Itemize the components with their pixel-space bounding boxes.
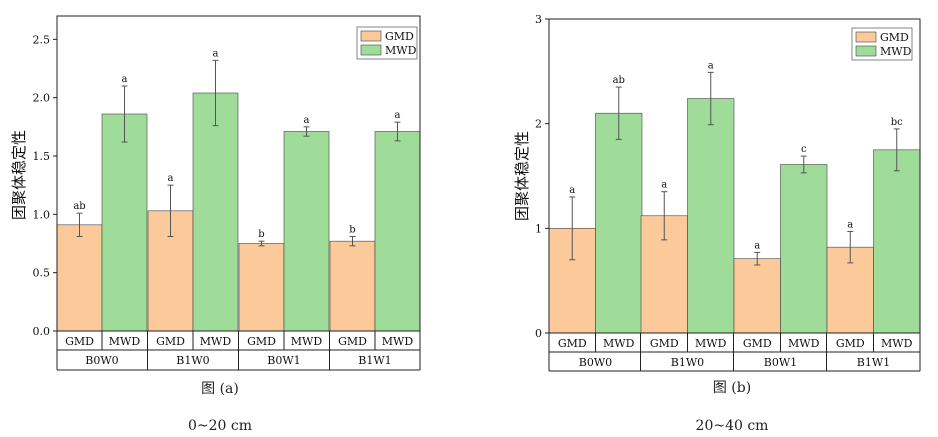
- significance-letter: a: [754, 240, 760, 251]
- bar-gmd-b0w1: [733, 258, 781, 334]
- bar-mwd-b0w0: [101, 113, 148, 332]
- y-tick-label: 1: [535, 222, 542, 235]
- legend-swatch-mwd: [360, 44, 382, 56]
- depth-caption-b: 20~40 cm: [695, 418, 769, 434]
- legend-swatch-mwd: [855, 45, 877, 57]
- sub-label-mwd: MWD: [291, 335, 323, 348]
- y-tick-label: 0: [535, 327, 542, 340]
- bar-mwd-b0w1: [283, 131, 330, 332]
- bar-mwd-b1w0: [192, 92, 239, 332]
- sub-label-mwd: MWD: [109, 335, 141, 348]
- sub-label-mwd: MWD: [382, 335, 414, 348]
- significance-letter: a: [847, 219, 853, 230]
- y-tick-label: 2.0: [33, 92, 51, 105]
- significance-letter: c: [801, 144, 807, 155]
- sub-label-gmd: GMD: [338, 335, 367, 348]
- significance-letter: a: [304, 115, 310, 126]
- y-tick-label: 2.5: [33, 33, 51, 46]
- significance-letter: ab: [613, 75, 625, 86]
- y-tick-label: 0.0: [33, 325, 51, 338]
- significance-letter: a: [708, 60, 714, 71]
- significance-letter: a: [213, 48, 219, 59]
- sub-label-gmd: GMD: [836, 337, 865, 350]
- sub-label-gmd: GMD: [65, 335, 94, 348]
- sub-label-gmd: GMD: [743, 337, 772, 350]
- legend-label-mwd: MWD: [385, 44, 417, 57]
- sub-label-gmd: GMD: [247, 335, 276, 348]
- significance-letter: ab: [73, 201, 85, 212]
- figure-caption-b: 图 (b): [712, 380, 752, 396]
- category-label-b0w1: B0W1: [764, 356, 797, 369]
- significance-letter: a: [395, 110, 401, 121]
- significance-letter: b: [258, 229, 264, 240]
- sub-label-gmd: GMD: [156, 335, 185, 348]
- significance-letter: a: [122, 74, 128, 85]
- y-tick-label: 3: [535, 13, 542, 26]
- y-tick-label: 1.5: [33, 150, 51, 163]
- significance-letter: a: [661, 180, 667, 191]
- bar-gmd-b1w1: [329, 240, 376, 332]
- sub-label-gmd: GMD: [558, 337, 587, 350]
- y-tick-label: 0.5: [33, 267, 51, 280]
- category-label-b1w1: B1W1: [857, 356, 890, 369]
- legend-swatch-gmd: [360, 30, 382, 42]
- y-axis-label: 团聚体稳定性: [513, 131, 531, 221]
- y-tick-label: 2: [535, 118, 542, 131]
- bar-mwd-b1w0: [687, 98, 735, 334]
- legend-label-gmd: GMD: [880, 31, 909, 44]
- legend-label-gmd: GMD: [385, 30, 414, 43]
- sub-label-mwd: MWD: [881, 337, 913, 350]
- bar-mwd-b1w1: [374, 131, 421, 332]
- category-label-b1w0: B1W0: [176, 354, 209, 367]
- legend-label-mwd: MWD: [880, 45, 912, 58]
- y-axis-label: 团聚体稳定性: [10, 130, 28, 220]
- sub-label-mwd: MWD: [603, 337, 635, 350]
- significance-letter: a: [168, 173, 174, 184]
- legend-swatch-gmd: [855, 31, 877, 43]
- sub-label-mwd: MWD: [200, 335, 232, 348]
- figure-caption-a: 图 (a): [201, 381, 239, 397]
- category-label-b0w1: B0W1: [267, 354, 300, 367]
- bar-gmd-b0w1: [238, 243, 285, 332]
- sub-label-mwd: MWD: [695, 337, 727, 350]
- depth-caption-a: 0~20 cm: [187, 418, 253, 434]
- bar-mwd-b0w1: [780, 164, 828, 334]
- sub-label-gmd: GMD: [650, 337, 679, 350]
- category-label-b0w0: B0W0: [85, 354, 118, 367]
- category-label-b1w0: B1W0: [671, 356, 704, 369]
- sub-label-mwd: MWD: [788, 337, 820, 350]
- y-tick-label: 1.0: [33, 208, 51, 221]
- significance-letter: a: [569, 185, 575, 196]
- bar-mwd-b0w0: [595, 112, 643, 334]
- plot-frame: [548, 18, 921, 334]
- bar-gmd-b0w0: [56, 224, 103, 332]
- category-label-b1w1: B1W1: [358, 354, 391, 367]
- significance-letter: b: [349, 225, 355, 236]
- bar-mwd-b1w1: [873, 149, 921, 334]
- category-label-b0w0: B0W0: [579, 356, 612, 369]
- significance-letter: bc: [891, 117, 903, 128]
